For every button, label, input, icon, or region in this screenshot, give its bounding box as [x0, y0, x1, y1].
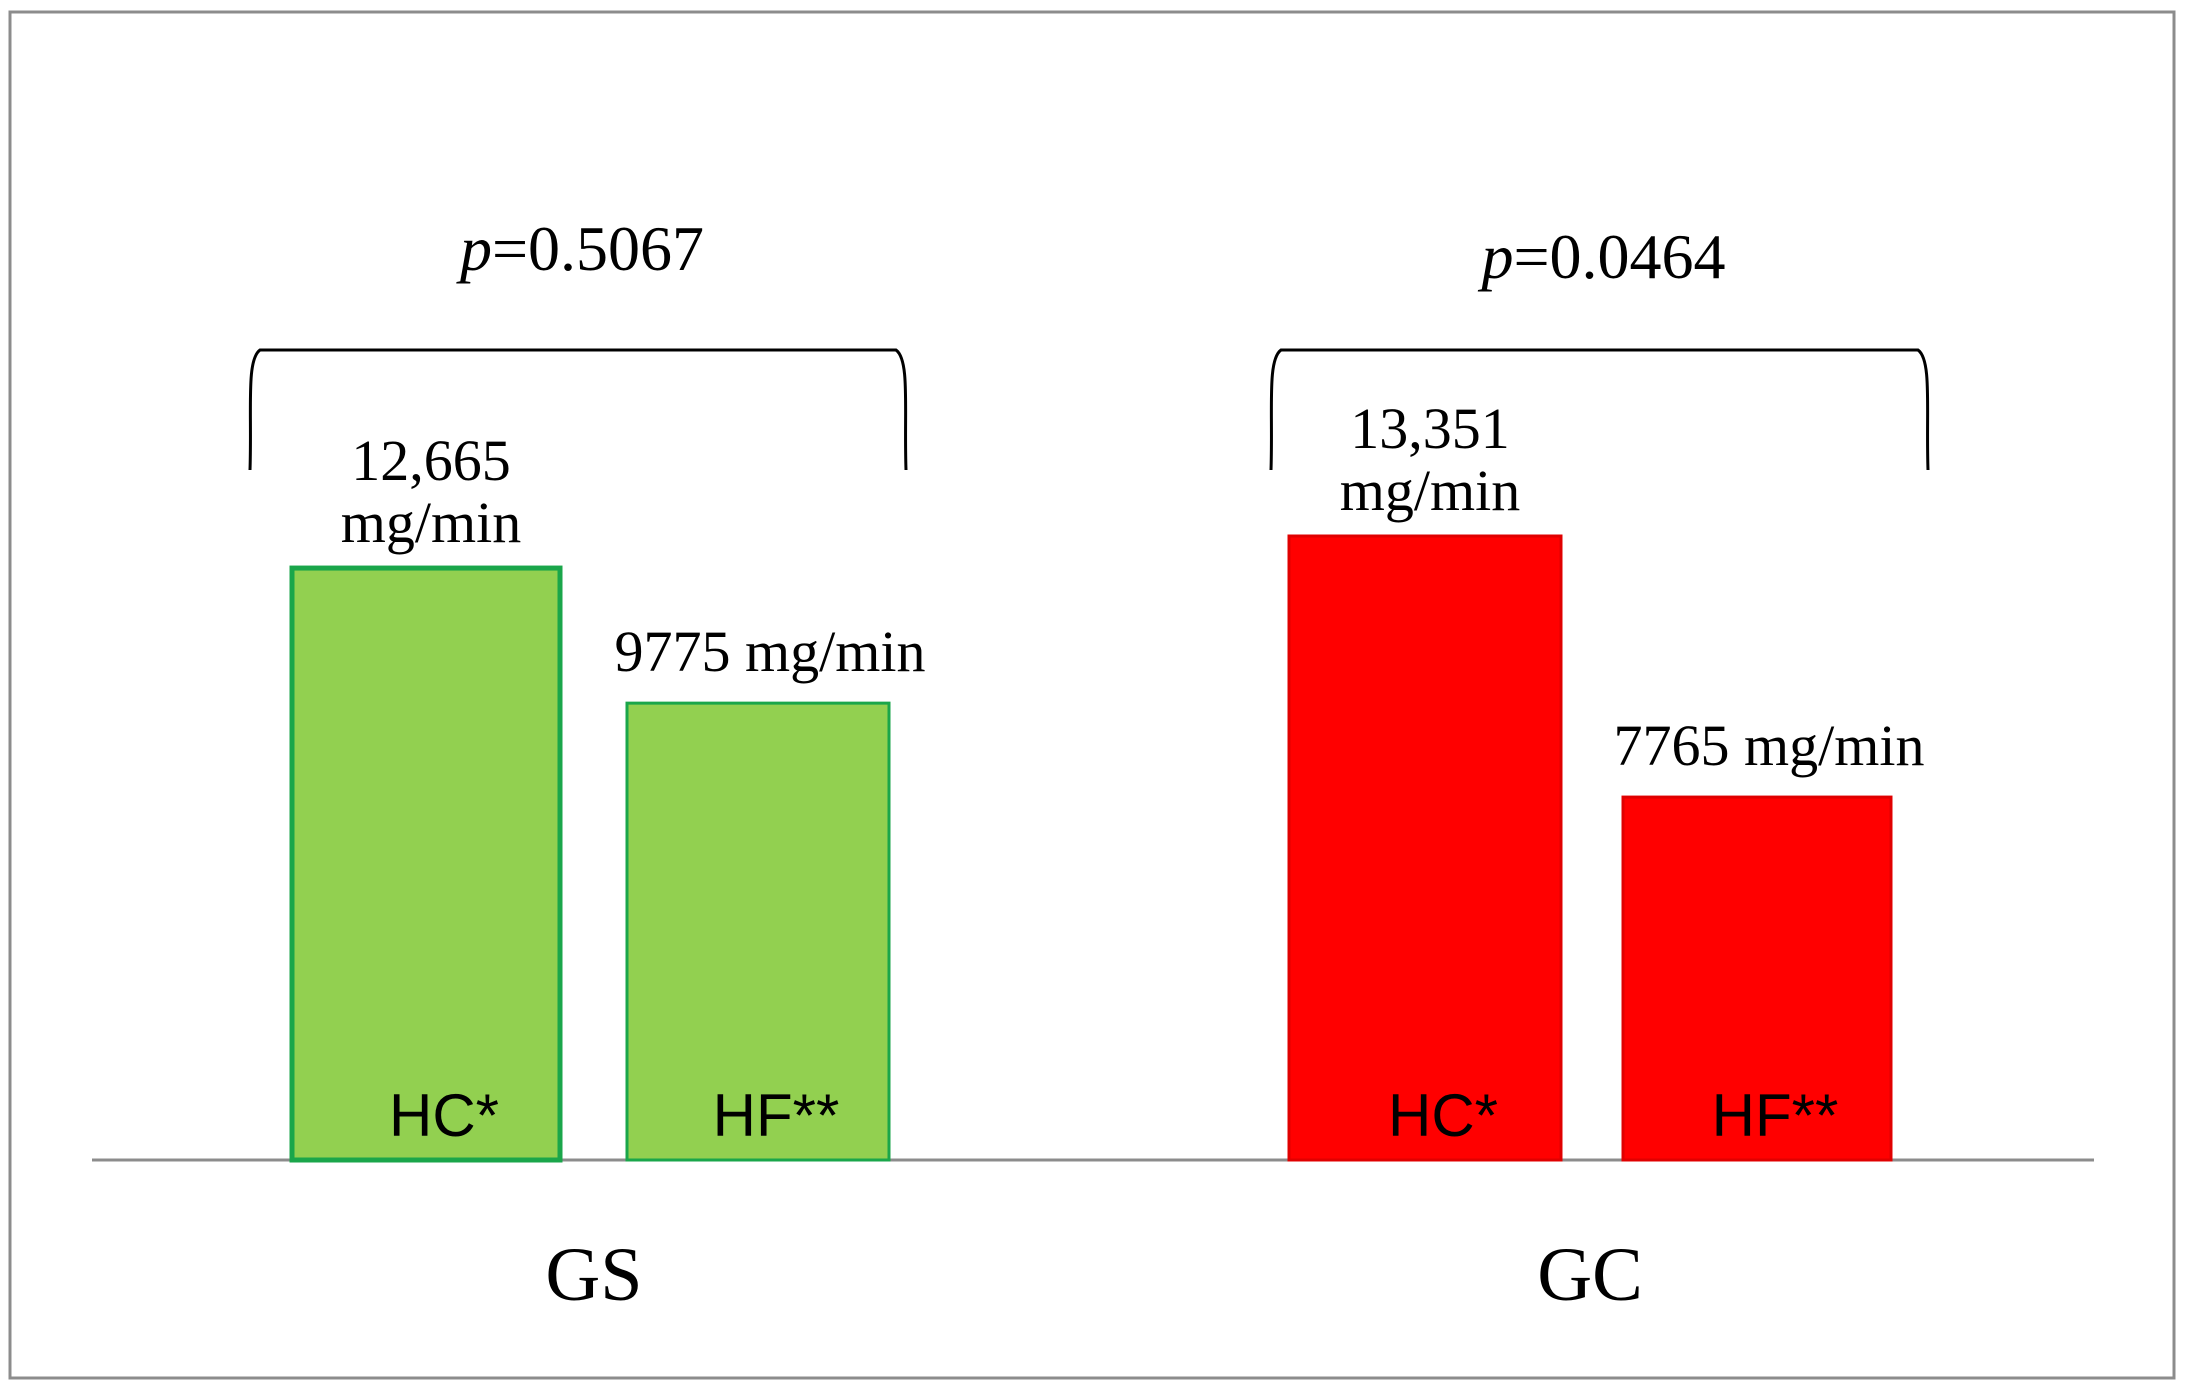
data-label-unit: mg/min	[1340, 458, 1520, 523]
data-label: 13,351	[1350, 396, 1510, 461]
data-label: 12,665	[351, 428, 511, 493]
data-label: 7765 mg/min	[1614, 713, 1925, 778]
p-symbol: p	[456, 213, 492, 284]
bar-gc-hc	[1287, 534, 1563, 1162]
p-value: =0.5067	[492, 213, 704, 284]
significance-bracket	[1269, 348, 1930, 471]
significance-bracket	[248, 348, 908, 471]
bar-gs-hc	[289, 565, 563, 1163]
p-value: =0.0464	[1513, 221, 1725, 292]
data-label: 9775 mg/min	[615, 619, 926, 684]
x-tick-label: GC	[1537, 1233, 1643, 1317]
bar-gc-hf	[1621, 795, 1893, 1162]
bar-inner-label: HC*	[389, 1082, 499, 1149]
bar-gs-hf	[625, 701, 891, 1162]
p-symbol: p	[1477, 221, 1513, 292]
bar-inner-label: HC*	[1388, 1082, 1498, 1149]
bar-inner-label: HF**	[1712, 1082, 1839, 1149]
x-tick-label: GS	[545, 1233, 642, 1317]
data-label-unit: mg/min	[341, 490, 521, 555]
p-value-label: p=0.0464	[1477, 221, 1725, 292]
bar-inner-label: HF**	[713, 1082, 840, 1149]
p-value-label: p=0.5067	[456, 213, 704, 284]
